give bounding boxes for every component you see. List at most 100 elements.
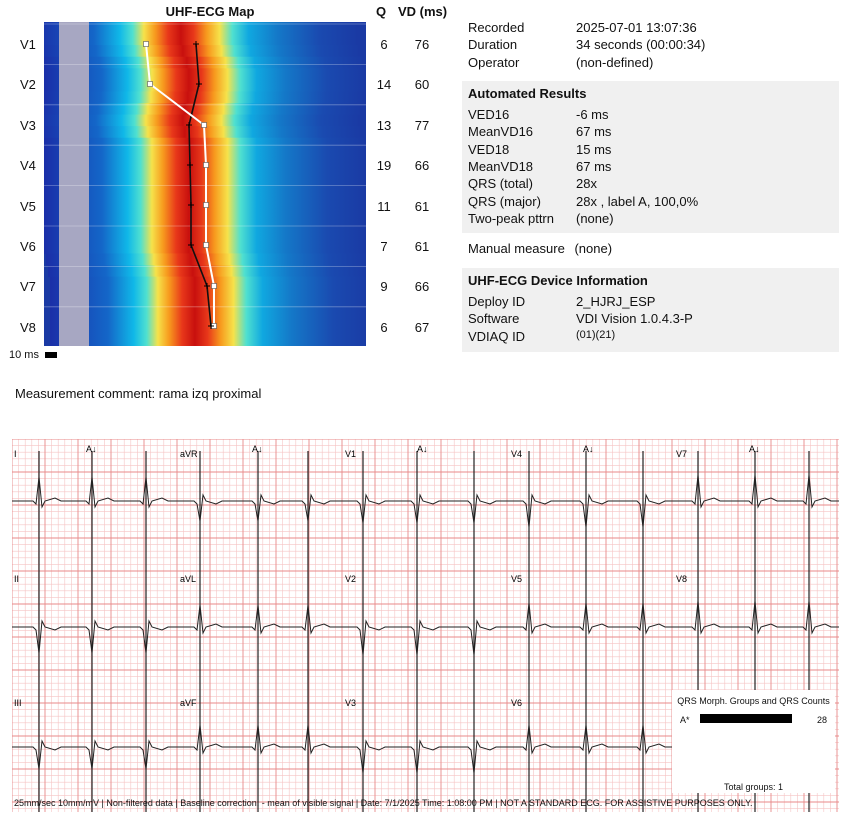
qrs-marker-label: A↓ — [749, 444, 760, 454]
automated-results-title: Automated Results — [468, 86, 587, 101]
q-column-header: Q — [376, 4, 387, 19]
map-lead-label: V4 — [20, 158, 36, 174]
duration-row: Duration 34 seconds (00:00:34) — [468, 37, 705, 52]
q-value: 7 — [380, 239, 388, 254]
result-value: 67 ms — [576, 124, 612, 140]
ecg-trace — [12, 739, 178, 770]
ecg-trace — [674, 474, 839, 509]
qrs-group-count: 28 — [817, 715, 828, 725]
q-value: 19 — [376, 158, 392, 174]
ecg-trace — [674, 600, 839, 635]
map-gray-band — [59, 22, 89, 346]
ecg-lead-label: aVR — [180, 449, 198, 459]
recorded-label: Recorded — [468, 20, 525, 35]
automated-results-panel — [462, 81, 839, 233]
qrs-marker-label: A↓ — [86, 444, 97, 454]
manual-measure-row: Manual measure (none) — [468, 241, 612, 256]
ecg-lead-label: III — [14, 698, 22, 708]
q-value: 13 — [376, 117, 392, 133]
result-label: QRS (total) — [468, 176, 534, 192]
result-value: 67 ms — [576, 158, 612, 174]
device-value: 2_HJRJ_ESP — [576, 294, 656, 309]
ecg-trace — [12, 619, 178, 654]
ecg-trace — [509, 724, 674, 755]
device-value: (01)(21) — [576, 328, 616, 341]
manual-measure-label: Manual measure — [468, 241, 565, 256]
ecg-lead-label: V8 — [676, 574, 687, 584]
result-row: QRS (major) 28x , label A, 100,0% — [468, 193, 698, 209]
scale-label: 10 ms — [9, 349, 39, 361]
ecg-lead-label: V1 — [345, 449, 356, 459]
qrs-group-label: A* — [680, 715, 690, 725]
result-label: QRS (major) — [468, 193, 541, 209]
scale-bar — [45, 352, 57, 358]
ecg-footer: 25mm/sec 10mm/mV | Non-filtered data | B… — [14, 798, 753, 808]
ecg-lead-label: V7 — [676, 449, 687, 459]
device-row: Deploy ID 2_HJRJ_ESP — [468, 294, 655, 309]
q-value: 9 — [380, 279, 388, 295]
device-row: VDIAQ ID (01)(21) — [468, 328, 615, 344]
result-row: MeanVD18 67 ms — [468, 158, 611, 174]
map-title: UHF-ECG Map — [165, 4, 255, 19]
map-lead-label: V3 — [20, 117, 36, 133]
map-white-trace — [145, 43, 215, 326]
ecg-trace — [178, 724, 343, 755]
qrs-groups-box: QRS Morph. Groups and QRS Counts A* 28 T… — [672, 690, 835, 793]
qrs-total-groups: Total groups: 1 — [724, 782, 784, 792]
ecg-lead-label: V6 — [511, 698, 522, 708]
q-value: 6 — [380, 37, 388, 52]
measurement-comment: Measurement comment: rama izq proximal — [15, 386, 262, 401]
result-row: QRS (total) 28x — [468, 176, 597, 192]
qrs-group-bar — [700, 714, 792, 723]
result-value: -6 ms — [576, 107, 609, 122]
recorded-row: Recorded 2025-07-01 13:07:36 — [468, 20, 697, 35]
ecg-lead-label: V5 — [511, 574, 522, 584]
device-label: Deploy ID — [468, 294, 526, 309]
result-value: 28x , label A, 100,0% — [576, 193, 699, 209]
ecg-lead-label: I — [14, 449, 17, 459]
map-black-trace — [188, 43, 212, 327]
map-lead-label: V5 — [20, 198, 36, 214]
uhf-ecg-map — [44, 22, 366, 346]
ecg-trace — [12, 476, 178, 509]
result-label: Two-peak pttrn — [468, 210, 554, 226]
vd-value: 66 — [414, 279, 430, 295]
operator-label: Operator — [468, 55, 520, 70]
result-value: (none) — [576, 210, 614, 226]
device-value: VDI Vision 1.0.4.3-P — [576, 311, 693, 327]
result-value: 28x — [576, 176, 597, 192]
ecg-trace — [343, 493, 509, 524]
q-value: 6 — [380, 319, 388, 335]
recorded-value: 2025-07-01 13:07:36 — [576, 20, 697, 35]
operator-row: Operator (non-defined) — [468, 55, 653, 70]
qrs-marker-label: A↓ — [417, 444, 428, 454]
vd-value: 60 — [414, 77, 430, 93]
vd-value: 76 — [414, 37, 430, 52]
operator-value: (non-defined) — [576, 55, 654, 70]
qrs-marker-label: A↓ — [252, 444, 263, 454]
ecg-trace — [509, 602, 674, 635]
vd-value: 61 — [414, 239, 430, 254]
result-row: VED18 15 ms — [468, 142, 611, 157]
duration-label: Duration — [468, 37, 518, 52]
ecg-lead-label: aVF — [180, 698, 197, 708]
vd-value: 67 — [414, 319, 430, 335]
manual-measure-value: (none) — [574, 241, 613, 256]
result-label: MeanVD16 — [468, 124, 534, 140]
ecg-lead-label: V4 — [511, 449, 522, 459]
ecg-lead-label: aVL — [180, 574, 196, 584]
device-info-title: UHF-ECG Device Information — [468, 273, 648, 288]
device-row: Software VDI Vision 1.0.4.3-P — [468, 311, 693, 326]
ecg-trace — [178, 604, 343, 635]
result-label: MeanVD18 — [468, 158, 534, 174]
duration-value: 34 seconds (00:00:34) — [576, 37, 706, 52]
map-lead-label: V1 — [20, 37, 36, 52]
ecg-lead-label: V2 — [345, 574, 356, 584]
ecg-trace — [178, 493, 343, 522]
vd-value: 66 — [414, 158, 430, 174]
ecg-trace — [509, 493, 674, 528]
result-row: VED16 -6 ms — [468, 107, 609, 122]
device-label: VDIAQ ID — [468, 328, 526, 344]
q-value: 14 — [376, 77, 392, 93]
